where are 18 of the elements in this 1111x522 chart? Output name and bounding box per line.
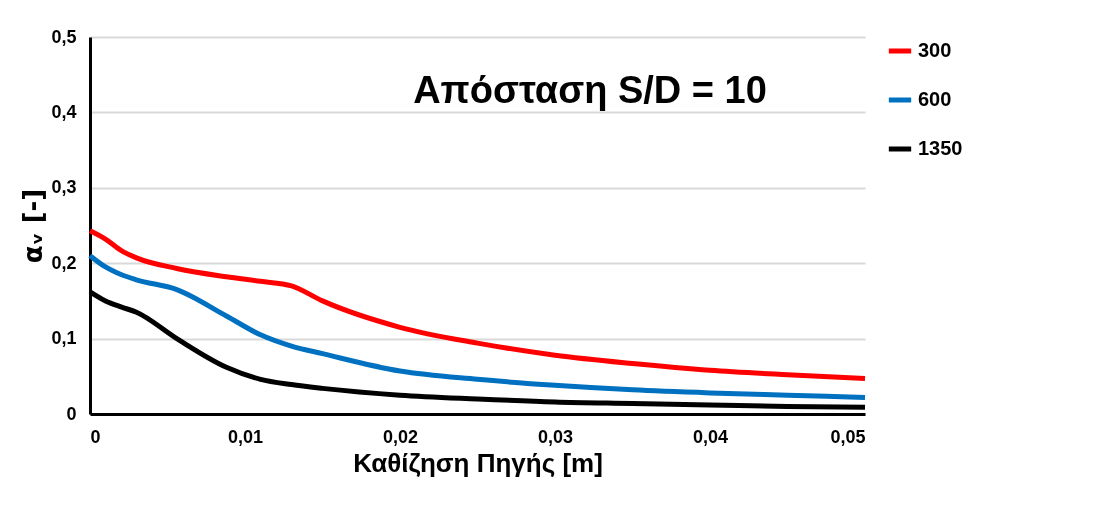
x-tick-label: 0,03 — [537, 426, 574, 447]
x-tick-label: 0,02 — [382, 426, 419, 447]
x-tick-label: 0,05 — [830, 426, 866, 447]
text: Απόσταση S/D = 10 — [413, 69, 767, 111]
y-axis-title: αᵥ [-] — [18, 188, 49, 264]
x-tick-label: 0 — [90, 426, 101, 447]
y-tick-label: 0,3 — [51, 177, 77, 198]
y-tick-label: 0 — [66, 403, 77, 424]
x-tick-label: 0,01 — [227, 426, 264, 447]
legend-label: 600 — [918, 88, 952, 110]
x-axis-title: Καθίζηση Πηγής [m] — [353, 447, 603, 478]
y-tick-label: 0,4 — [51, 101, 77, 122]
y-tick-label: 0,1 — [51, 328, 77, 349]
legend-label: 1350 — [918, 137, 963, 159]
y-tick-label: 0,2 — [51, 252, 77, 273]
legend-label: 300 — [918, 39, 952, 61]
x-tick-label: 0,04 — [692, 426, 729, 447]
y-tick-label: 0,5 — [51, 26, 77, 47]
